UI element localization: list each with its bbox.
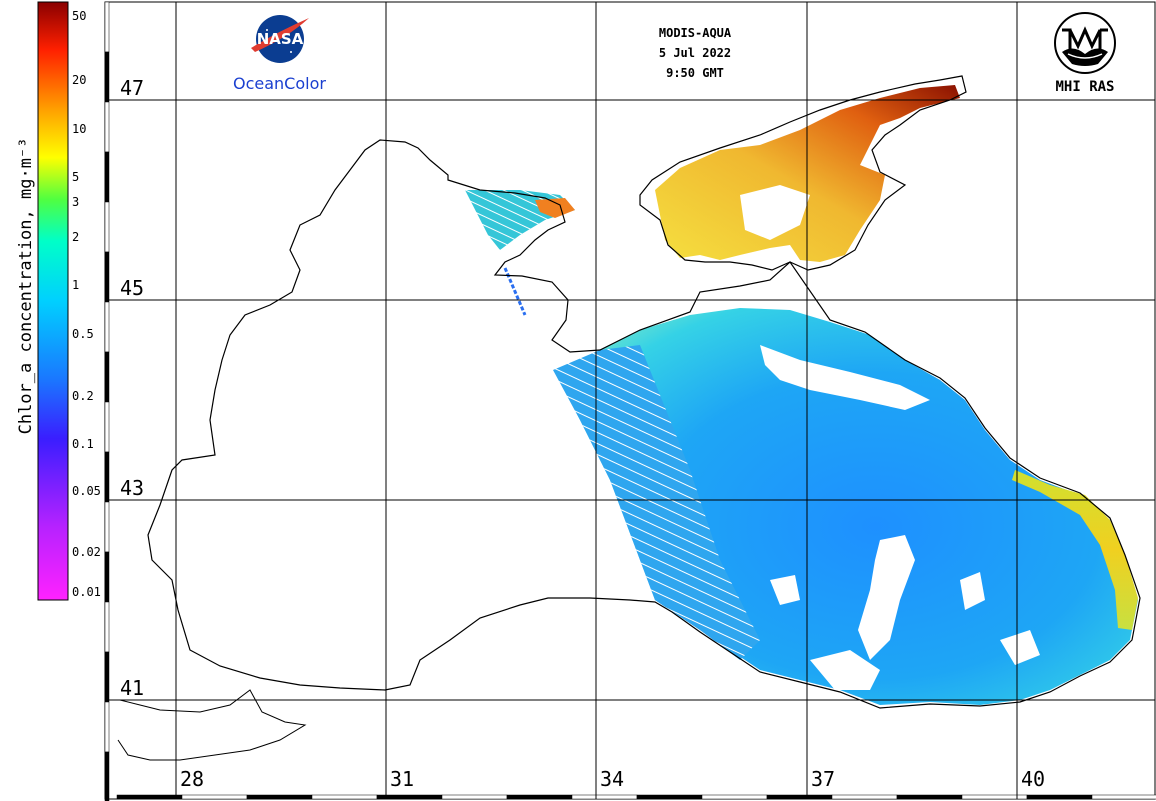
latitude-label: 47 [120,76,145,100]
ruler-segment [104,451,110,503]
cloud-gap [1000,630,1040,665]
ruler-segment [246,794,313,800]
ruler-segment [506,794,573,800]
colorbar-tick: 5 [72,170,80,184]
chlorophyll-swath-west [553,345,760,660]
chlorophyll-nearshore-northwest [535,198,575,218]
colorbar-tick: 10 [72,122,87,136]
cloud-gap [770,575,800,605]
latitude-label: 43 [120,476,145,500]
sensor-name: MODIS-AQUA [658,26,732,40]
oceancolor-label: OceanColor [233,74,326,93]
ruler-segment [104,601,110,653]
coastline-turkey-north [117,689,307,761]
colorbar-tick: 2 [72,230,80,244]
longitude-label: 37 [811,767,836,791]
nasa-logo-icon: NASA [251,15,309,63]
ruler-segment [104,251,110,303]
ruler-segment [104,51,110,103]
ruler-segment [104,701,110,753]
ruler-segment [376,794,443,800]
cloud-gap [960,572,985,610]
colorbar-tick: 0.1 [72,437,94,451]
latitude-label: 45 [120,276,145,300]
colorbar [37,1,69,601]
colorbar-tick: 20 [72,73,87,87]
colorbar-tick: 0.5 [72,327,94,341]
colorbar-tick: 0.2 [72,389,94,403]
colorbar-tick: 3 [72,195,80,209]
colorbar-title: Chlor_a concentration, mg·m⁻³ [16,137,36,435]
ruler-segment [701,794,768,800]
cloud-gap-azov [740,185,810,240]
cloud-gap [858,535,915,660]
ruler-segment [104,201,110,253]
ruler-segment [831,794,898,800]
frame-ruler-left [104,1,110,801]
nasa-wordmark: NASA [257,30,304,48]
ruler-segment [116,794,183,800]
ruler-segment [104,101,110,153]
coastline-azov [639,75,967,271]
ruler-segment [104,751,110,801]
ruler-segment [104,551,110,603]
colorbar-tick: 0.02 [72,545,101,559]
graticule [105,2,1155,799]
ruler-segment [636,794,703,800]
colorbar-tick: 0.01 [72,585,101,599]
acquisition-time: 9:50 GMT [666,66,724,80]
ruler-segment [104,301,110,353]
ruler-segment [104,151,110,203]
ruler-segment [181,794,248,800]
colorbar-tick: 1 [72,278,80,292]
mhi-ras-logo-icon [1054,12,1116,74]
frame-ruler-bottom [116,794,1156,800]
cloud-gap [760,345,930,410]
mhi-ras-label: MHI RAS [1055,79,1115,95]
acquisition-date: 5 Jul 2022 [658,46,732,60]
latitude-label: 41 [120,676,145,700]
ruler-segment [1091,794,1156,800]
colorbar-tick: 50 [72,9,87,23]
ruler-segment [104,351,110,403]
ruler-segment [104,651,110,703]
ruler-segment [766,794,833,800]
longitude-label: 28 [180,767,205,791]
ruler-segment [441,794,508,800]
longitude-label: 31 [390,767,415,791]
ruler-segment [104,1,110,53]
colorbar-tick: 0.05 [72,484,101,498]
coastline-black-sea [147,139,1141,709]
chlorophyll-coastal-band-east [1012,470,1138,630]
ruler-segment [104,401,110,453]
longitude-label: 34 [600,767,625,791]
longitude-label: 40 [1021,767,1046,791]
cloud-gap [810,650,880,690]
ruler-segment [1026,794,1093,800]
ruler-segment [104,501,110,553]
ruler-segment [311,794,378,800]
ruler-segment [896,794,963,800]
ruler-segment [571,794,638,800]
